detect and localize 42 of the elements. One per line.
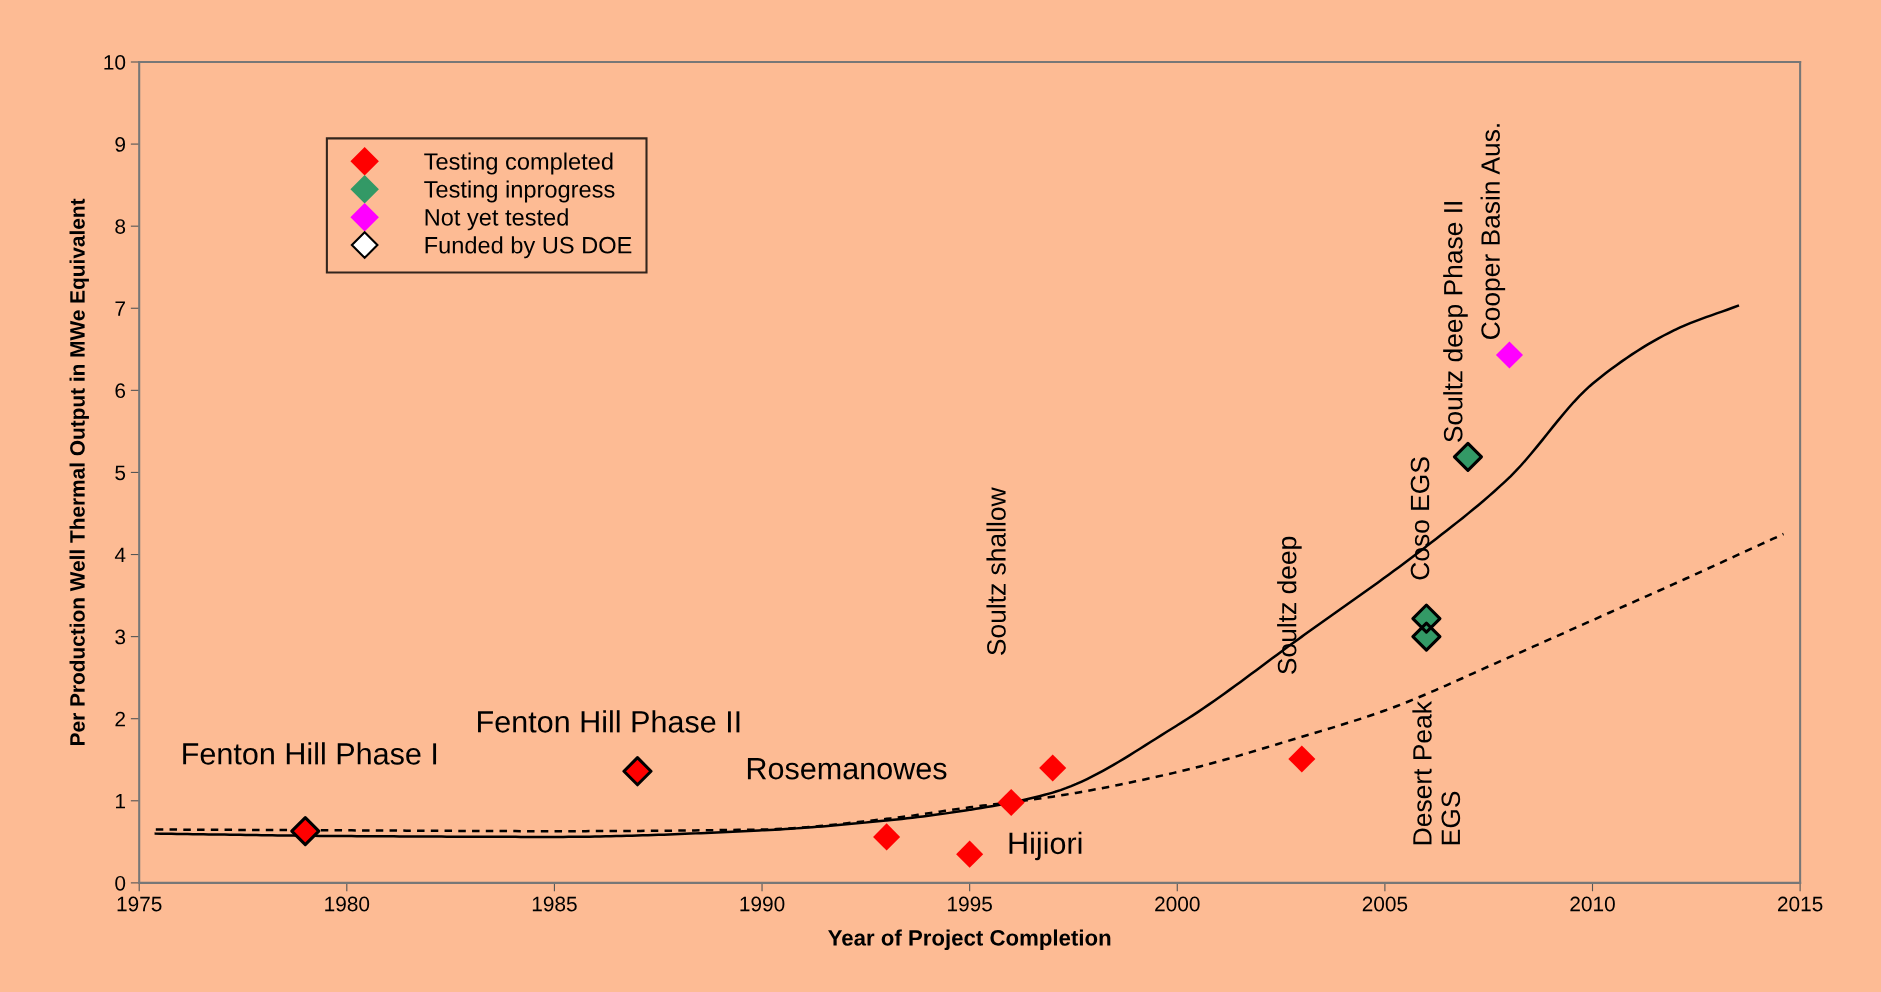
legend-label: Testing completed (424, 152, 613, 175)
point (1288, 745, 1316, 773)
annotation: Rosemanowes (747, 758, 947, 780)
annotation: Desert Peak EGS (1412, 701, 1461, 845)
y-tick-label: 4 (114, 547, 126, 563)
point (1495, 341, 1523, 369)
annotation: Fenton Hill Phase I (183, 742, 437, 765)
y-tick-label: 3 (115, 629, 126, 645)
y-tick-label: 8 (115, 219, 126, 234)
x-tick-label: 1995 (948, 896, 992, 912)
point (873, 823, 901, 851)
annotation: Coso EGS (1410, 457, 1430, 580)
annotation: Hijiori (1009, 831, 1082, 861)
annotation: Soultz shallow (986, 487, 1006, 655)
annotation: Cooper Basin Aus. (1480, 124, 1506, 340)
x-tick-label: 2010 (1570, 896, 1615, 912)
y-tick-label: 2 (115, 711, 125, 727)
annotation: Fenton Hill Phase II (478, 710, 740, 733)
x-tick-label: 2015 (1777, 896, 1823, 912)
x-tick-label: 1975 (117, 896, 162, 912)
x-tick-label: 1980 (325, 896, 370, 912)
y-tick-label: 5 (115, 465, 126, 481)
legend-label: Funded by US DOE (425, 236, 632, 259)
y-axis-title: Per Production Well Thermal Output in MWe Equivalent (69, 198, 89, 745)
y-tick-label: 10 (104, 55, 126, 70)
x-tick-label: 1990 (740, 896, 785, 912)
point (1039, 754, 1067, 782)
y-tick-label: 1 (116, 794, 125, 809)
annotation: Soultz deep Phase II (1443, 202, 1468, 442)
y-tick-label: 9 (115, 137, 126, 152)
y-tick-label: 7 (115, 301, 125, 316)
annotation: Soultz deep (1277, 536, 1302, 674)
point (956, 840, 984, 868)
x-axis-title: Year of Project Completion (828, 929, 1111, 951)
point (997, 788, 1025, 816)
legend-label: Testing inprogress (424, 180, 615, 203)
y-tick-label: 0 (115, 875, 126, 891)
x-tick-label: 2000 (1155, 896, 1200, 912)
x-tick-label: 1985 (532, 896, 577, 912)
y-tick-label: 6 (115, 383, 126, 399)
legend-label: Not yet tested (425, 208, 568, 231)
x-tick-label: 2005 (1362, 896, 1408, 912)
